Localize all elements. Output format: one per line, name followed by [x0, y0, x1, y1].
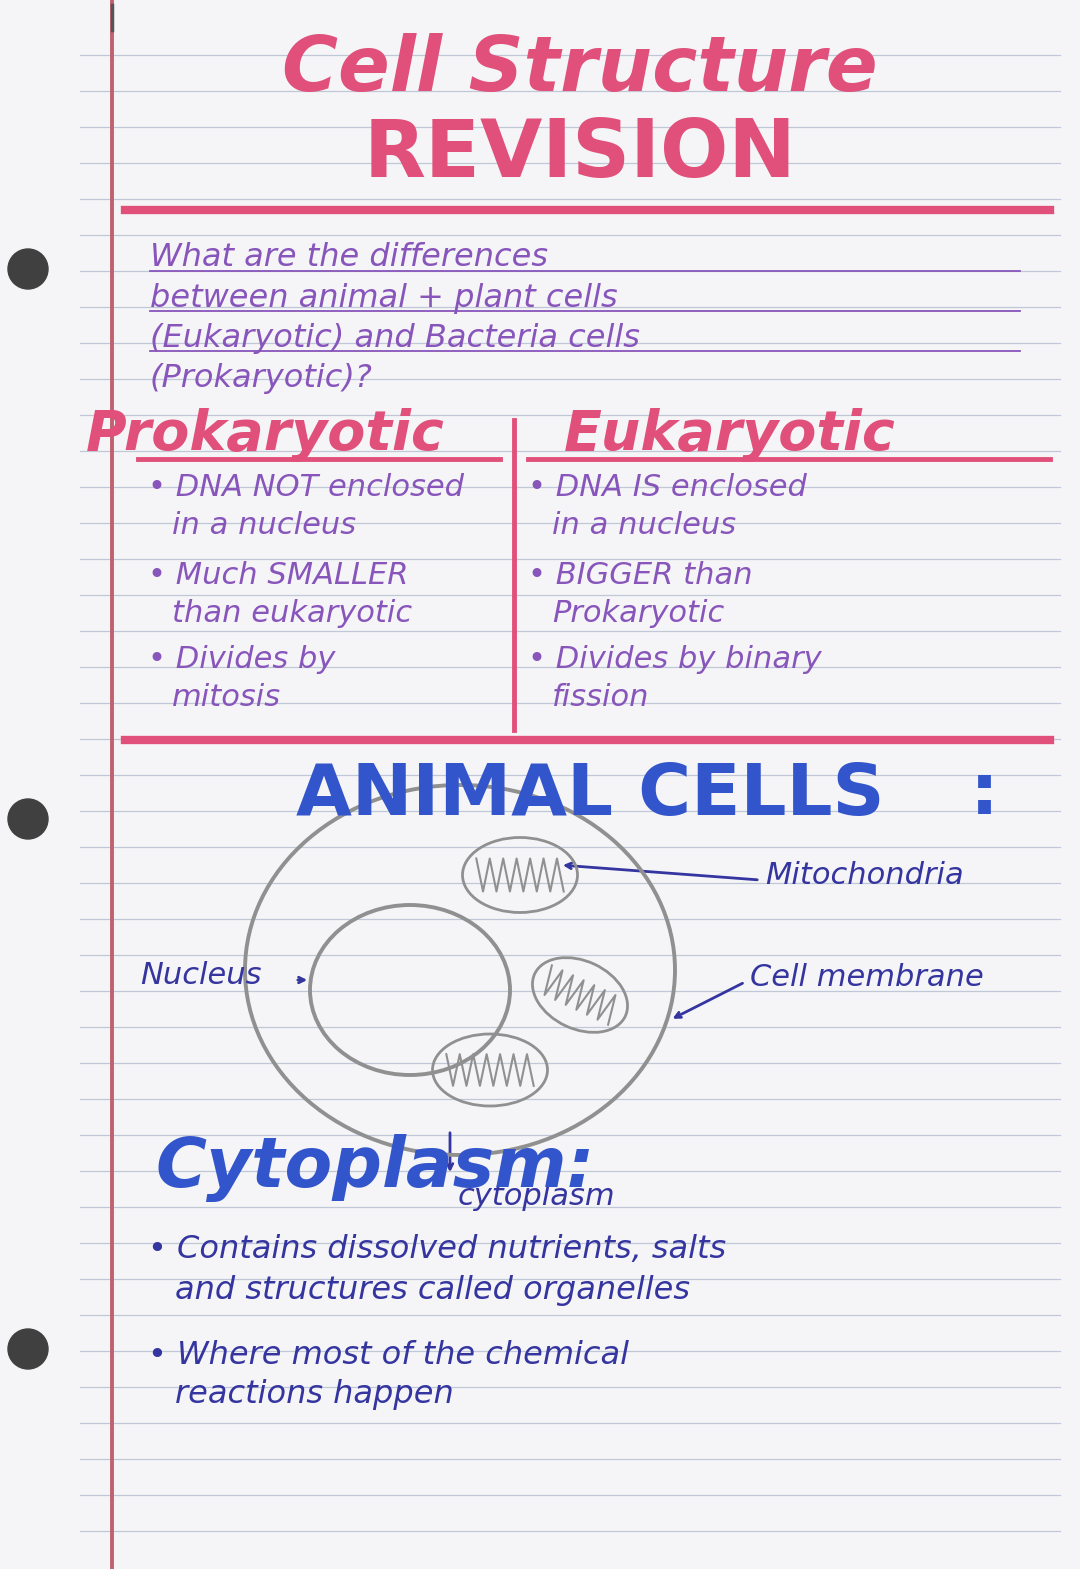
Text: (Eukaryotic) and Bacteria cells: (Eukaryotic) and Bacteria cells	[150, 323, 639, 353]
Text: and structures called organelles: and structures called organelles	[175, 1274, 690, 1305]
Text: REVISION: REVISION	[364, 116, 796, 195]
Text: • Where most of the chemical: • Where most of the chemical	[148, 1340, 629, 1370]
Text: in a nucleus: in a nucleus	[552, 511, 737, 540]
Text: Prokaryotic: Prokaryotic	[552, 598, 725, 628]
Text: Cell Structure: Cell Structure	[282, 33, 878, 107]
Text: reactions happen: reactions happen	[175, 1379, 454, 1411]
Text: • DNA NOT enclosed: • DNA NOT enclosed	[148, 474, 464, 502]
Circle shape	[8, 249, 48, 289]
Text: cytoplasm: cytoplasm	[458, 1181, 616, 1211]
Text: Nucleus: Nucleus	[140, 962, 261, 990]
Text: than eukaryotic: than eukaryotic	[172, 598, 413, 628]
Text: fission: fission	[552, 684, 649, 712]
Text: ANIMAL CELLS: ANIMAL CELLS	[296, 761, 885, 830]
Text: (Prokaryotic)?: (Prokaryotic)?	[150, 362, 373, 394]
Text: What are the differences: What are the differences	[150, 243, 548, 273]
Text: Mitochondria: Mitochondria	[765, 861, 963, 891]
Text: mitosis: mitosis	[172, 684, 281, 712]
Text: Cell membrane: Cell membrane	[750, 963, 984, 993]
Text: • Contains dissolved nutrients, salts: • Contains dissolved nutrients, salts	[148, 1235, 726, 1266]
Text: :: :	[970, 761, 999, 830]
Text: • DNA IS enclosed: • DNA IS enclosed	[528, 474, 807, 502]
Text: between animal + plant cells: between animal + plant cells	[150, 282, 618, 314]
Circle shape	[8, 799, 48, 839]
Text: in a nucleus: in a nucleus	[172, 511, 356, 540]
Text: Prokaryotic: Prokaryotic	[85, 408, 444, 461]
Text: • Divides by binary: • Divides by binary	[528, 645, 822, 675]
Text: • Divides by: • Divides by	[148, 645, 336, 675]
Text: Eukaryotic: Eukaryotic	[564, 408, 896, 461]
Text: • Much SMALLER: • Much SMALLER	[148, 560, 408, 590]
Text: • BIGGER than: • BIGGER than	[528, 560, 753, 590]
Text: Cytoplasm:: Cytoplasm:	[156, 1134, 594, 1202]
Circle shape	[8, 1329, 48, 1370]
